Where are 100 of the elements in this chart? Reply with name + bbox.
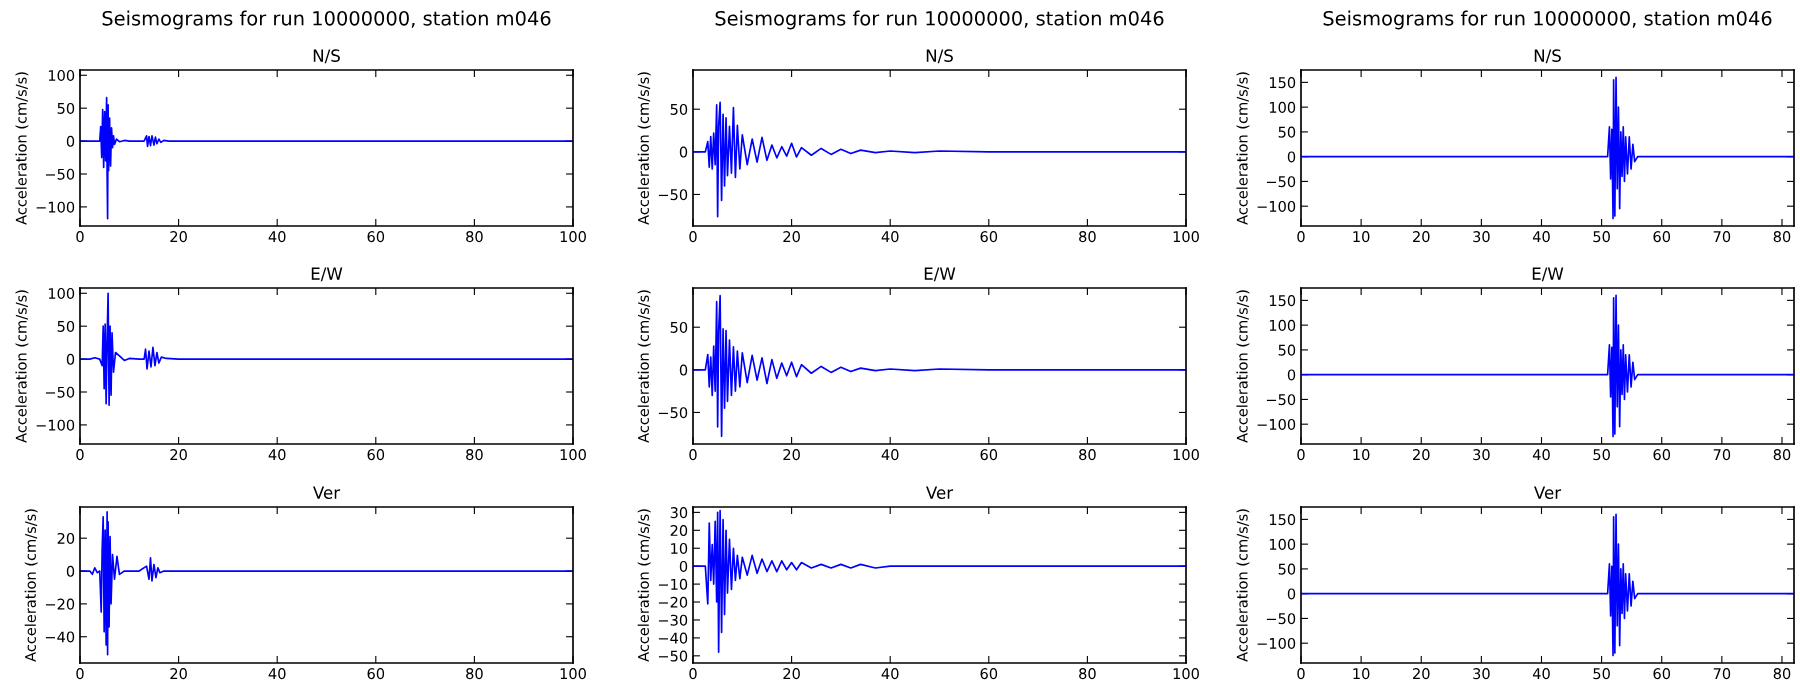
x-tick-label: 100 — [560, 449, 586, 461]
y-tick-label: −50 — [1266, 613, 1296, 625]
x-tick-label: 60 — [980, 231, 998, 243]
x-tick-label: 30 — [1473, 231, 1490, 243]
x-tick-label: 80 — [1773, 449, 1791, 461]
x-tick-label: 20 — [170, 668, 187, 680]
y-tick-label: 50 — [670, 103, 688, 115]
x-tick-label: 80 — [1773, 231, 1791, 243]
x-tick-label: 20 — [1413, 668, 1430, 680]
x-tick-label: 70 — [1713, 668, 1731, 680]
y-axis-title: Acceleration (cm/s/s) — [15, 290, 29, 443]
y-tick-label: 0 — [1287, 369, 1296, 381]
y-tick-label: 150 — [1269, 77, 1296, 89]
y-tick-label: −10 — [658, 578, 688, 590]
y-tick-label: −100 — [1257, 418, 1296, 430]
x-tick-label: 60 — [1653, 668, 1671, 680]
x-tick-label: 60 — [980, 449, 998, 461]
x-tick-label: 70 — [1713, 231, 1731, 243]
chart-title: E/W — [1532, 267, 1564, 282]
x-tick-label: 60 — [980, 668, 998, 680]
x-tick-label: 80 — [1079, 668, 1096, 680]
x-tick-label: 100 — [560, 231, 586, 243]
y-axis-title: Acceleration (cm/s/s) — [15, 72, 29, 225]
x-tick-label: 20 — [783, 449, 800, 461]
x-tick-label: 10 — [1353, 231, 1370, 243]
y-tick-label: 0 — [679, 560, 688, 572]
x-tick-label: 40 — [881, 449, 899, 461]
line-series — [80, 511, 573, 656]
y-tick-label: −100 — [1257, 200, 1296, 212]
y-tick-label: 100 — [1269, 538, 1296, 550]
y-tick-label: 50 — [57, 102, 75, 114]
y-tick-label: −30 — [658, 614, 688, 626]
x-tick-label: 40 — [1532, 668, 1550, 680]
x-tick-label: 20 — [170, 449, 187, 461]
y-tick-label: 100 — [1269, 319, 1296, 331]
y-tick-label: −20 — [658, 596, 688, 608]
x-tick-label: 40 — [881, 231, 899, 243]
y-tick-label: 20 — [57, 532, 75, 544]
line-series — [1301, 294, 1794, 438]
chart-title: Ver — [313, 486, 341, 499]
y-tick-label: −20 — [45, 598, 75, 610]
chart-title: E/W — [924, 267, 956, 282]
x-tick-label: 40 — [268, 668, 286, 680]
chart-subtitle: N/S — [926, 49, 953, 64]
chart-title: Seismograms for run 10000000, station m046 — [715, 10, 1164, 30]
y-tick-label: 0 — [66, 565, 75, 577]
x-tick-label: 40 — [881, 668, 899, 680]
x-tick-label: 20 — [783, 231, 800, 243]
x-tick-label: 0 — [76, 668, 84, 680]
y-tick-label: 100 — [48, 287, 75, 300]
y-tick-label: −100 — [1257, 637, 1296, 649]
y-tick-label: 0 — [1287, 151, 1296, 163]
x-tick-label: 60 — [367, 449, 385, 461]
y-tick-label: 30 — [670, 507, 688, 519]
x-tick-label: 50 — [1593, 449, 1610, 461]
x-tick-label: 80 — [466, 449, 483, 461]
y-tick-label: −40 — [658, 632, 688, 644]
y-tick-label: 10 — [671, 542, 688, 554]
x-tick-label: 20 — [1413, 231, 1430, 243]
line-series — [80, 96, 573, 220]
line-series — [1301, 513, 1794, 657]
x-tick-label: 0 — [1297, 668, 1305, 680]
x-tick-label: 100 — [1173, 449, 1199, 461]
y-tick-label: 0 — [1287, 588, 1296, 600]
line-series — [693, 101, 1186, 218]
x-tick-label: 30 — [1473, 668, 1490, 680]
x-tick-label: 100 — [560, 668, 586, 680]
chart-title: Seismograms for run 10000000, station m046 — [102, 10, 551, 30]
x-tick-label: 10 — [1353, 449, 1370, 461]
chart-title: Seismograms for run 10000000, station m046 — [1323, 10, 1772, 30]
x-tick-label: 60 — [367, 668, 385, 680]
x-tick-label: 60 — [367, 231, 385, 243]
x-tick-label: 0 — [1297, 449, 1305, 461]
y-axis-title: Acceleration (cm/s/s) — [1236, 290, 1250, 443]
y-tick-label: −50 — [658, 650, 688, 662]
x-tick-label: 0 — [76, 449, 84, 461]
chart-subtitle: N/S — [1534, 49, 1561, 64]
y-tick-label: 50 — [1278, 563, 1296, 575]
line-series — [1301, 76, 1794, 220]
y-tick-label: −50 — [45, 386, 75, 398]
line-series — [80, 292, 573, 406]
x-tick-label: 100 — [1173, 231, 1199, 243]
y-tick-label: 0 — [66, 135, 75, 147]
x-tick-label: 0 — [689, 231, 697, 243]
y-tick-label: 50 — [57, 320, 75, 332]
y-tick-label: 0 — [679, 146, 688, 158]
y-tick-label: −40 — [45, 631, 75, 643]
y-axis-title: Acceleration (cm/s/s) — [1236, 72, 1250, 225]
y-tick-label: 0 — [66, 353, 75, 365]
y-tick-label: −50 — [658, 407, 688, 419]
y-tick-label: −100 — [36, 419, 75, 431]
x-tick-label: 10 — [1353, 668, 1370, 680]
x-tick-label: 0 — [76, 231, 84, 243]
y-tick-label: −50 — [1266, 176, 1296, 188]
y-tick-label: 0 — [679, 364, 688, 376]
y-axis-title: Acceleration (cm/s/s) — [24, 509, 38, 662]
x-tick-label: 40 — [1532, 231, 1550, 243]
x-tick-label: 80 — [1773, 668, 1791, 680]
x-tick-label: 100 — [1173, 668, 1199, 680]
y-tick-label: 100 — [48, 69, 75, 82]
